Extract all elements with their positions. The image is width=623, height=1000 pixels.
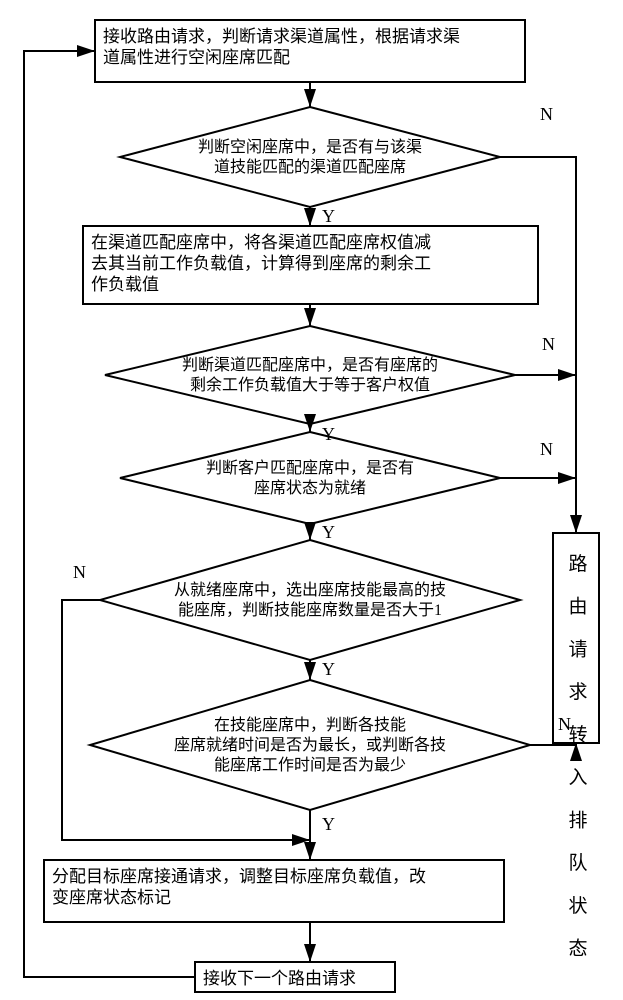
flowchart-canvas: 接收路由请求，判断请求渠道属性，根据请求渠道属性进行空闲座席匹配判断空闲座席中，…: [0, 0, 623, 1000]
label-d6_n: N: [558, 714, 571, 734]
diamond-d4: [120, 432, 500, 524]
label-d3_n: N: [542, 334, 555, 354]
label-d4_n: N: [540, 439, 553, 459]
text-start: 接收路由请求，判断请求渠道属性，根据请求渠道属性进行空闲座席匹配: [103, 27, 460, 67]
diamond-d3: [105, 326, 515, 424]
label-d1_y: Y: [322, 206, 335, 226]
diamond-d5: [100, 540, 520, 660]
label-d1_n: N: [540, 104, 553, 124]
edge-loop: [24, 51, 195, 977]
label-d6_y: Y: [322, 814, 335, 834]
edge-d1-queue: [500, 157, 576, 533]
text-d6: 在技能座席中，判断各技能座席就绪时间是否为最长，或判断各技能座席工作时间是否为最…: [174, 716, 446, 774]
text-end: 接收下一个路由请求: [203, 969, 356, 988]
text-d5: 从就绪座席中，选出座席技能最高的技能座席，判断技能座席数量是否大于1: [174, 581, 446, 619]
label-d5_n: N: [73, 562, 86, 582]
label-d5_y: Y: [322, 659, 335, 679]
text-d1: 判断空闲座席中，是否有与该渠道技能匹配的渠道匹配座席: [198, 138, 422, 176]
text-d3: 判断渠道匹配座席中，是否有座席的剩余工作负载值大于等于客户权值: [182, 356, 438, 394]
text-proc1: 在渠道匹配座席中，将各渠道匹配座席权值减去其当前工作负载值，计算得到座席的剩余工…: [91, 233, 431, 294]
text-d4: 判断客户匹配座席中，是否有座席状态为就绪: [206, 459, 414, 497]
text-proc2: 分配目标座席接通请求，调整目标座席负载值，改变座席状态标记: [52, 867, 426, 907]
diamond-d1: [120, 107, 500, 207]
label-d3_y: Y: [322, 424, 335, 444]
text-queue: 路由请求转入排队状态: [566, 553, 588, 957]
label-d4_y: Y: [322, 522, 335, 542]
